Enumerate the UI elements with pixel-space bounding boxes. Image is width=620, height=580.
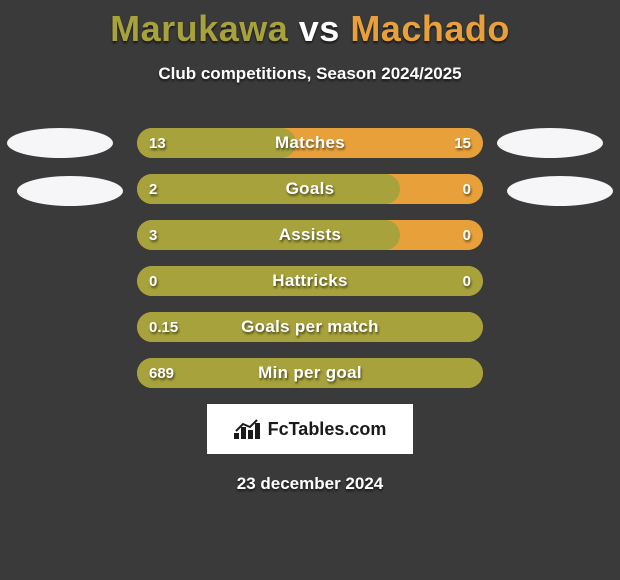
player1-name: Marukawa xyxy=(110,8,288,49)
stat-bar-row: 13Matches15 xyxy=(137,128,483,158)
vs-text: vs xyxy=(299,8,340,49)
left-decor-ellipse-1 xyxy=(7,128,113,158)
stat-label: Goals per match xyxy=(137,312,483,342)
stat-bar-row: 3Assists0 xyxy=(137,220,483,250)
stat-bar-row: 0Hattricks0 xyxy=(137,266,483,296)
stat-bar-row: 689Min per goal xyxy=(137,358,483,388)
stat-bars: 13Matches152Goals03Assists00Hattricks00.… xyxy=(137,128,483,388)
subtitle: Club competitions, Season 2024/2025 xyxy=(0,64,620,84)
stat-label: Matches xyxy=(137,128,483,158)
stat-label: Assists xyxy=(137,220,483,250)
stat-bar-row: 2Goals0 xyxy=(137,174,483,204)
stat-right-value: 15 xyxy=(454,128,471,158)
fctables-logo-icon xyxy=(234,419,262,439)
right-decor-ellipse-1 xyxy=(497,128,603,158)
stat-right-value: 0 xyxy=(463,220,471,250)
stat-right-value: 0 xyxy=(463,174,471,204)
stat-bar-row: 0.15Goals per match xyxy=(137,312,483,342)
right-decor-ellipse-2 xyxy=(507,176,613,206)
player2-name: Machado xyxy=(350,8,510,49)
comparison-content: 13Matches152Goals03Assists00Hattricks00.… xyxy=(0,128,620,388)
date-text: 23 december 2024 xyxy=(0,474,620,494)
fctables-badge: FcTables.com xyxy=(207,404,413,454)
left-decor-ellipse-2 xyxy=(17,176,123,206)
stat-label: Hattricks xyxy=(137,266,483,296)
comparison-title: Marukawa vs Machado xyxy=(0,0,620,50)
stat-label: Goals xyxy=(137,174,483,204)
stat-right-value: 0 xyxy=(463,266,471,296)
stat-label: Min per goal xyxy=(137,358,483,388)
badge-text: FcTables.com xyxy=(268,419,387,440)
